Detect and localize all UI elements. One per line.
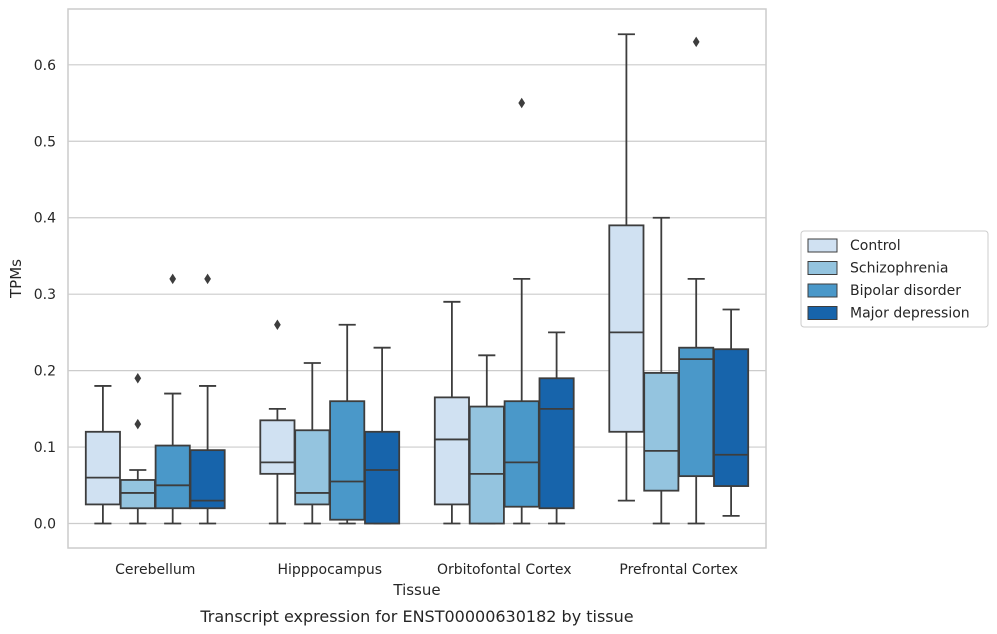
chart-caption: Transcript expression for ENST0000063018…: [199, 607, 633, 626]
box-3-2: [329, 323, 366, 525]
box-iqr: [154, 444, 191, 510]
outlier-point: [692, 36, 700, 48]
box-iqr: [329, 400, 366, 521]
box-iqr: [503, 400, 540, 508]
box-4-3: [538, 331, 575, 525]
y-tick-label: 0.3: [34, 287, 56, 303]
box-1-2: [259, 319, 296, 525]
outlier-point: [134, 418, 142, 430]
x-tick-label: Prefrontal Cortex: [619, 562, 738, 578]
y-tick-label: 0.4: [34, 211, 56, 227]
box-iqr: [119, 479, 156, 510]
y-tick-label: 0.6: [34, 58, 56, 74]
box-iqr: [259, 419, 296, 475]
box-3-1: [154, 273, 191, 525]
box-iqr: [84, 430, 121, 506]
legend-swatch: [807, 283, 838, 298]
box-1-3: [433, 300, 470, 525]
box-iqr: [713, 348, 750, 487]
x-tick-label: Hipppocampus: [277, 562, 382, 578]
box-iqr: [364, 430, 401, 525]
legend-label: Control: [850, 238, 901, 254]
y-tick-labels: 0.0 0.1 0.2 0.3 0.4 0.5 0.6: [34, 58, 56, 533]
outlier-point: [204, 273, 211, 285]
outlier-point: [169, 273, 177, 285]
box-3-4: [678, 36, 715, 525]
box-4-1: [189, 273, 226, 525]
legend-label: Major depression: [850, 306, 970, 322]
boxes-layer: [84, 33, 750, 525]
legend: Control Schizophrenia Bipolar disorder Majo…: [800, 230, 989, 328]
box-1-1: [84, 385, 121, 525]
legend-frame: [800, 230, 989, 328]
box-2-2: [294, 362, 331, 525]
outlier-point: [134, 373, 142, 384]
legend-swatch: [807, 238, 838, 253]
box-iqr: [538, 377, 575, 510]
box-iqr: [468, 405, 505, 525]
x-axis-label: Tissue: [392, 581, 440, 599]
legend-swatch: [807, 261, 838, 275]
box-iqr: [608, 224, 645, 433]
legend-label: Bipolar disorder: [850, 283, 961, 299]
y-tick-label: 0.2: [34, 364, 56, 380]
box-iqr: [678, 346, 715, 478]
box-1-4: [608, 33, 645, 502]
outlier-point: [274, 319, 281, 331]
box-iqr: [643, 372, 680, 492]
legend-swatch: [807, 306, 838, 320]
y-tick-label: 0.5: [34, 134, 56, 150]
outlier-point: [518, 97, 526, 109]
y-axis-label: TPMs: [7, 259, 25, 299]
x-tick-labels: Cerebellum Hipppocampus Orbitofontal Corte…: [115, 562, 738, 578]
box-iqr: [433, 396, 470, 506]
box-4-2: [364, 346, 401, 525]
box-2-3: [468, 354, 505, 525]
box-iqr: [189, 449, 226, 510]
y-tick-label: 0.0: [34, 517, 56, 533]
x-tick-label: Cerebellum: [115, 562, 195, 578]
box-4-4: [713, 308, 750, 517]
legend-label: Schizophrenia: [850, 261, 948, 277]
box-2-1: [119, 373, 156, 525]
x-tick-label: Orbitofontal Cortex: [437, 562, 572, 578]
y-tick-label: 0.1: [34, 440, 56, 456]
plot-frame: [67, 8, 767, 549]
